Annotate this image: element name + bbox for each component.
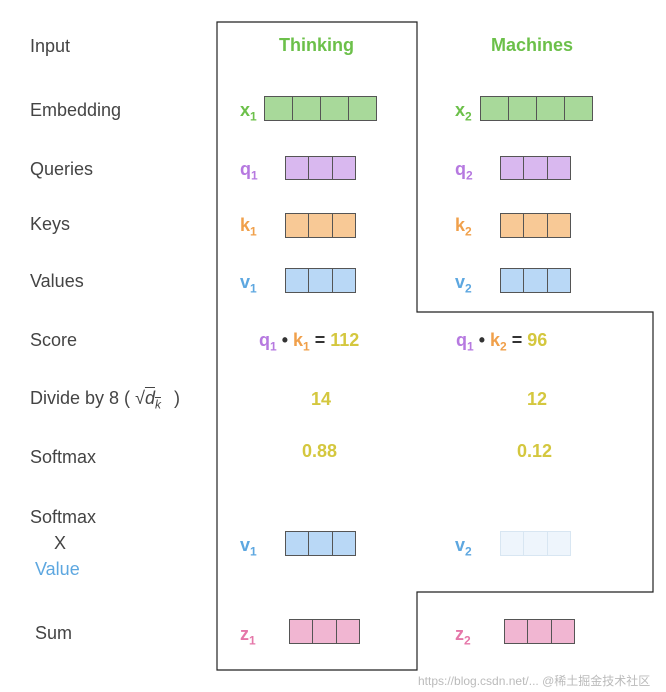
softmax-value-col2: 0.12 <box>517 441 553 461</box>
symbol-k1-letter: k <box>240 215 251 235</box>
score-col2-q-sub: 1 <box>467 339 474 354</box>
score-col1-k-sub: 1 <box>303 339 310 354</box>
symbol-x1-letter: x <box>240 100 251 120</box>
score-col1-dot: • <box>281 330 289 350</box>
output-vector-z2 <box>504 619 575 644</box>
symbol-q1-letter: q <box>240 159 251 179</box>
divide-value-col2: 12 <box>527 389 548 409</box>
value-vector-v2 <box>500 268 571 293</box>
label-softmax: Softmax <box>30 447 97 467</box>
score-col2-q-letter: q <box>456 330 467 350</box>
query-vector-q2 <box>500 156 571 180</box>
watermark-text: https://blog.csdn.net/... @稀土掘金技术社区 <box>418 674 651 688</box>
symbol-x2-letter: x <box>455 100 466 120</box>
symbol-z1-letter: z <box>240 624 249 644</box>
label-embedding: Embedding <box>30 100 122 120</box>
symbol-x1-sub: 1 <box>250 109 257 124</box>
score-col1-q-letter: q <box>259 330 270 350</box>
symbol-z1-sub: 1 <box>249 633 256 648</box>
symbol-q2: q2 <box>455 159 473 183</box>
symbol-weighted-v1: v1 <box>240 535 257 559</box>
symbol-weighted-v1-letter: v <box>240 535 251 555</box>
score-col2: q1 • k2 = 96 <box>456 330 547 354</box>
weighted-value-vector-v1 <box>285 531 356 556</box>
embedding-vector-x2 <box>480 96 593 121</box>
score-col1: q1 • k1 = 112 <box>259 330 359 354</box>
label-keys: Keys <box>30 214 71 234</box>
score-col1-value: 112 <box>330 330 360 350</box>
symbol-q1-sub: 1 <box>251 168 258 183</box>
symbol-x1: x1 <box>240 100 257 124</box>
label-sum: Sum <box>35 623 73 643</box>
symbol-x2: x2 <box>455 100 472 124</box>
symbol-v1: v1 <box>240 272 257 296</box>
symbol-k2-letter: k <box>455 215 466 235</box>
symbol-q1: q1 <box>240 159 258 183</box>
symbol-v1-letter: v <box>240 272 251 292</box>
symbol-k1: k1 <box>240 215 257 239</box>
score-col1-q: q1 <box>259 330 277 354</box>
symbol-v2-letter: v <box>455 272 466 292</box>
symbol-weighted-v1-sub: 1 <box>250 544 257 559</box>
softmax-value-col1: 0.88 <box>302 441 338 461</box>
score-col1-k-letter: k <box>293 330 304 350</box>
symbol-z2-sub: 2 <box>464 633 471 648</box>
symbol-q2-sub: 2 <box>466 168 473 183</box>
score-col2-k-letter: k <box>490 330 501 350</box>
score-col2-eq: = <box>511 330 523 350</box>
sqrt-formula: √dk <box>135 388 166 412</box>
symbol-v2-sub: 2 <box>465 281 472 296</box>
output-vector-z1 <box>289 619 360 644</box>
label-softmax-x-value-1: Softmax <box>30 507 97 527</box>
score-col2-q: q1 <box>456 330 474 354</box>
symbol-k2: k2 <box>455 215 472 239</box>
key-vector-k2 <box>500 213 571 238</box>
score-col2-dot: • <box>478 330 486 350</box>
label-input: Input <box>30 36 71 56</box>
weighted-value-vector-v2 <box>500 531 571 556</box>
key-vector-k1 <box>285 213 356 238</box>
symbol-k2-sub: 2 <box>465 224 472 239</box>
score-col1-eq: = <box>314 330 326 350</box>
divide-value-col1: 14 <box>311 389 332 409</box>
symbol-weighted-v2-letter: v <box>455 535 466 555</box>
symbol-weighted-v2: v2 <box>455 535 472 559</box>
score-col2-value: 96 <box>527 330 548 350</box>
symbol-weighted-v2-sub: 2 <box>465 544 472 559</box>
symbol-v2: v2 <box>455 272 472 296</box>
symbol-q2-letter: q <box>455 159 466 179</box>
sqrt-radicand: dk <box>144 388 161 412</box>
query-vector-q1 <box>285 156 356 180</box>
embedding-vector-x1 <box>264 96 377 121</box>
label-queries: Queries <box>30 159 94 179</box>
symbol-z1: z1 <box>240 624 256 648</box>
word-thinking: Thinking <box>279 35 354 55</box>
sqrt-symbol: √ <box>135 388 145 408</box>
label-divide: Divide by 8 ( √dk ) <box>30 388 180 412</box>
sqrt-sub: k <box>154 397 161 412</box>
label-divide-close: ) <box>173 388 180 408</box>
score-col2-k: k2 <box>490 330 507 354</box>
score-col2-k-sub: 2 <box>500 339 507 354</box>
label-values: Values <box>30 271 84 291</box>
symbol-k1-sub: 1 <box>250 224 257 239</box>
symbol-z2: z2 <box>455 624 471 648</box>
word-machines: Machines <box>491 35 574 55</box>
label-softmax-x-value-3: Value <box>35 559 80 579</box>
label-softmax-x-value-2: X <box>54 533 67 553</box>
score-col1-k: k1 <box>293 330 310 354</box>
symbol-z2-letter: z <box>455 624 464 644</box>
symbol-v1-sub: 1 <box>250 281 257 296</box>
label-score: Score <box>30 330 78 350</box>
sqrt-arg: d <box>144 388 155 408</box>
label-divide-text: Divide by 8 ( <box>30 388 131 408</box>
score-col1-q-sub: 1 <box>270 339 277 354</box>
value-vector-v1 <box>285 268 356 293</box>
symbol-x2-sub: 2 <box>465 109 472 124</box>
